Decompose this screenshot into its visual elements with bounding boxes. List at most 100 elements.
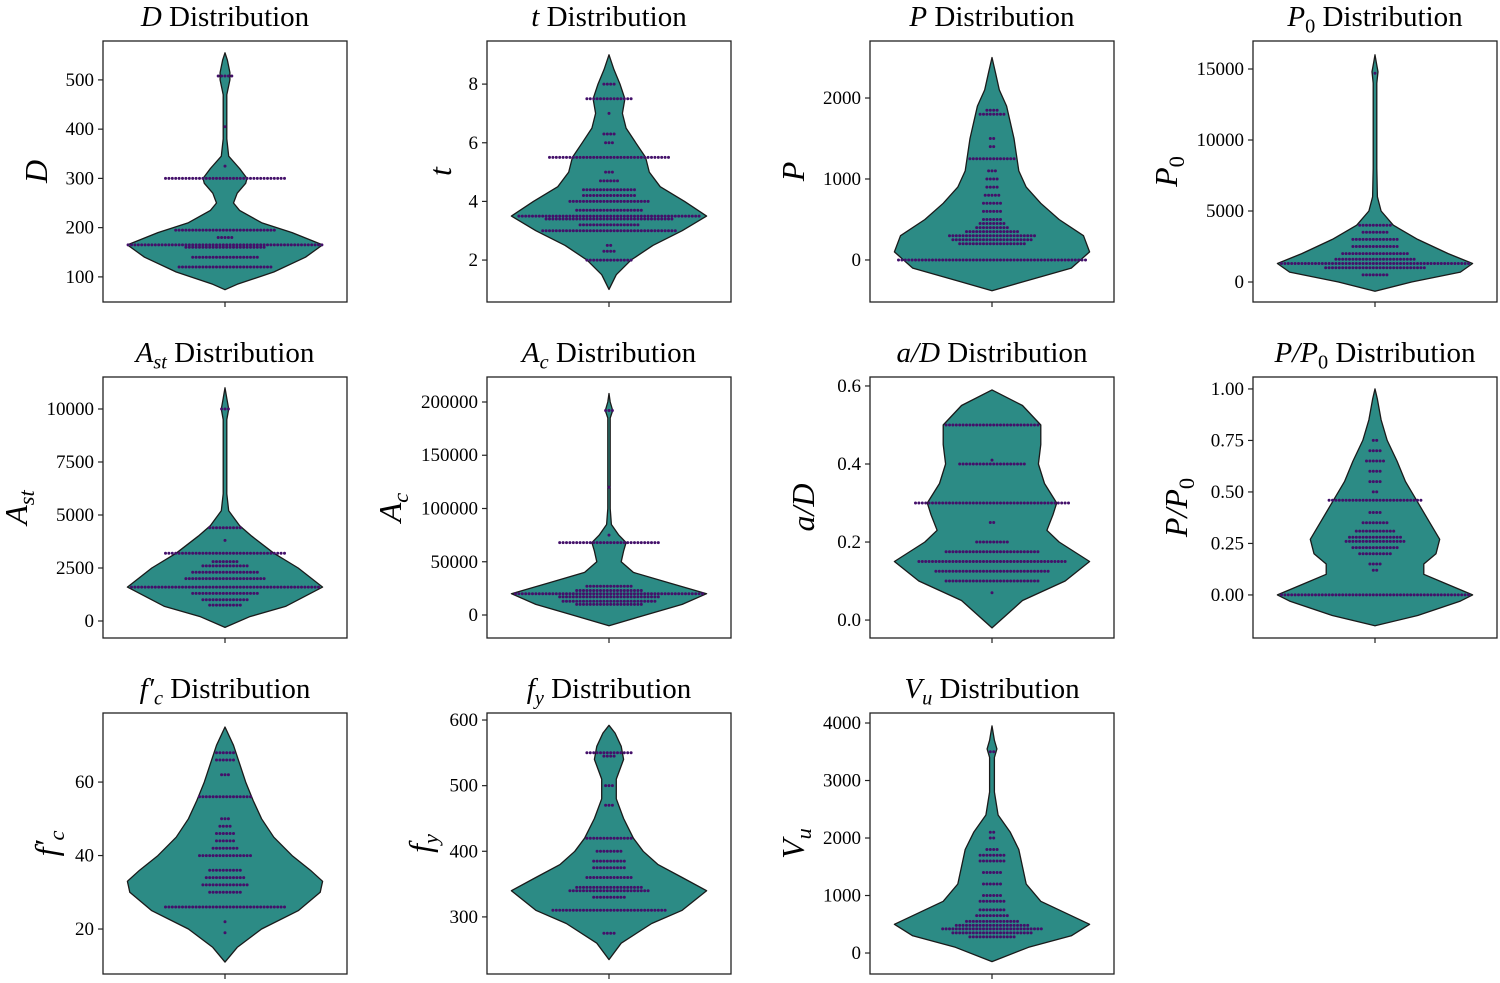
swarm-point bbox=[225, 758, 229, 762]
swarm-point bbox=[1351, 535, 1355, 539]
swarm-point bbox=[208, 854, 212, 858]
swarm-point bbox=[670, 214, 674, 218]
swarm-point bbox=[592, 217, 596, 221]
swarm-point bbox=[585, 541, 589, 545]
swarm-point bbox=[971, 935, 975, 939]
swarm-point bbox=[995, 242, 999, 246]
swarm-point bbox=[1358, 266, 1362, 270]
swarm-point bbox=[650, 908, 653, 912]
swarm-point bbox=[1022, 462, 1026, 466]
swarm-point bbox=[1022, 501, 1026, 505]
swarm-point bbox=[228, 795, 232, 799]
swarm-point bbox=[245, 176, 249, 180]
swarm-point bbox=[228, 846, 232, 850]
swarm-point bbox=[988, 923, 992, 927]
swarm-point bbox=[1395, 539, 1399, 543]
y-tick-label: 500 bbox=[66, 70, 95, 91]
swarm-point bbox=[575, 595, 579, 599]
swarm-point bbox=[992, 859, 996, 863]
swarm-point bbox=[204, 577, 208, 581]
swarm-point bbox=[1063, 258, 1067, 262]
chart-title-text: Distribution bbox=[940, 337, 1088, 369]
swarm-point bbox=[1385, 552, 1389, 556]
swarm-point bbox=[201, 585, 205, 589]
y-axis-label: P0 bbox=[1148, 156, 1189, 188]
swarm-point bbox=[1317, 262, 1321, 265]
swarm-point bbox=[582, 589, 585, 592]
swarm-point bbox=[1358, 552, 1362, 556]
swarm-point bbox=[585, 751, 589, 755]
swarm-point bbox=[971, 923, 975, 927]
swarm-point bbox=[616, 179, 619, 183]
swarm-point bbox=[633, 188, 636, 192]
swarm-point bbox=[1012, 560, 1016, 563]
swarm-point bbox=[954, 923, 958, 927]
swarm-point bbox=[177, 265, 181, 269]
swarm-point bbox=[656, 214, 660, 218]
swarm-point bbox=[612, 602, 616, 606]
swarm-point bbox=[225, 824, 229, 828]
swarm-point bbox=[1327, 262, 1331, 265]
swarm-point bbox=[995, 238, 999, 242]
swarm-point bbox=[622, 155, 626, 159]
swarm-point bbox=[612, 97, 616, 101]
chart-title-subscript: u bbox=[922, 687, 932, 709]
swarm-point bbox=[136, 243, 140, 247]
swarm-point bbox=[599, 194, 602, 197]
swarm-point bbox=[153, 585, 157, 589]
swarm-point bbox=[626, 889, 630, 893]
swarm-point bbox=[616, 602, 619, 606]
swarm-point bbox=[1002, 927, 1006, 931]
swarm-point bbox=[1351, 257, 1355, 261]
swarm-point bbox=[170, 551, 174, 555]
swarm-point bbox=[999, 157, 1002, 161]
swarm-point bbox=[208, 577, 212, 581]
swarm-point bbox=[235, 591, 239, 595]
swarm-point bbox=[218, 176, 222, 180]
y-tick-label: 150000 bbox=[421, 445, 478, 466]
swarm-point bbox=[238, 883, 242, 887]
swarm-point bbox=[232, 598, 235, 602]
swarm-point bbox=[230, 236, 234, 239]
swarm-point bbox=[221, 564, 225, 568]
swarm-point bbox=[975, 919, 979, 923]
swarm-point bbox=[565, 155, 568, 159]
swarm-point bbox=[585, 217, 589, 221]
swarm-point bbox=[622, 258, 626, 262]
swarm-point bbox=[605, 751, 609, 755]
swarm-point bbox=[684, 214, 687, 218]
swarm-point bbox=[588, 584, 592, 588]
swarm-point bbox=[228, 228, 232, 232]
swarm-point bbox=[687, 592, 691, 596]
swarm-point bbox=[636, 595, 640, 599]
swarm-point bbox=[223, 74, 227, 78]
swarm-point bbox=[269, 265, 273, 269]
y-tick-label: 10000 bbox=[1197, 130, 1245, 151]
swarm-point bbox=[289, 243, 293, 247]
swarm-point bbox=[636, 541, 640, 545]
swarm-point bbox=[982, 201, 985, 205]
swarm-point bbox=[1351, 245, 1355, 248]
swarm-point bbox=[646, 908, 650, 912]
swarm-point bbox=[1036, 560, 1040, 563]
swarm-point bbox=[232, 245, 235, 249]
swarm-point bbox=[1365, 498, 1368, 502]
swarm-point bbox=[1419, 498, 1423, 502]
swarm-point bbox=[191, 905, 195, 909]
swarm-point bbox=[961, 927, 965, 931]
swarm-point bbox=[629, 208, 633, 212]
swarm-point bbox=[208, 905, 212, 909]
swarm-point bbox=[602, 229, 606, 233]
swarm-point bbox=[599, 876, 602, 879]
swarm-point bbox=[1005, 230, 1009, 234]
swarm-point bbox=[1005, 238, 1009, 242]
swarm-point bbox=[225, 854, 229, 858]
swarm-point bbox=[1365, 546, 1368, 550]
swarm-point bbox=[1293, 593, 1297, 597]
chart-title: Ac Distribution bbox=[520, 337, 697, 373]
y-tick-label: 0.50 bbox=[1211, 482, 1244, 503]
swarm-point bbox=[177, 243, 181, 247]
swarm-point bbox=[602, 82, 606, 86]
swarm-point bbox=[1368, 252, 1372, 256]
swarm-point bbox=[1361, 273, 1365, 277]
